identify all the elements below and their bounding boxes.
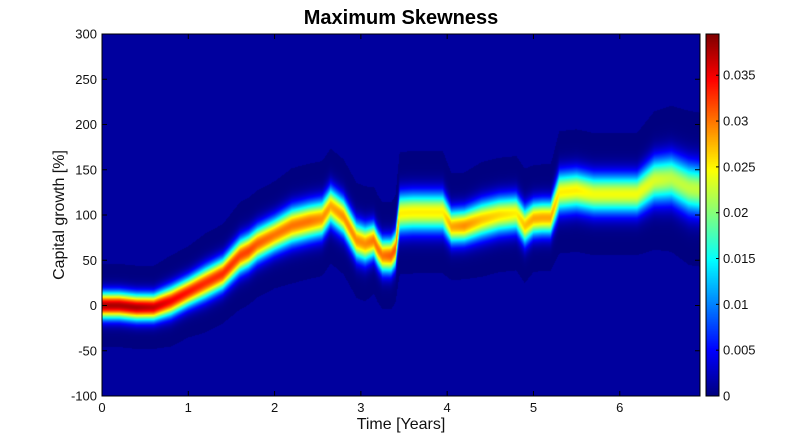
colorbar-tick-label: 0.015 [723, 251, 756, 266]
colorbar-tick-label: 0.035 [723, 68, 756, 83]
x-tick-label: 2 [271, 400, 278, 415]
colorbar-gradient [706, 34, 719, 396]
y-axis-label: Capital growth [%] [51, 150, 68, 280]
y-tick-label: -50 [78, 343, 97, 358]
colorbar-tick-label: 0.03 [723, 114, 748, 129]
x-tick-label: 6 [616, 400, 623, 415]
heatmap-container [102, 34, 700, 396]
y-tick-label: 150 [75, 162, 97, 177]
y-tick-label: 100 [75, 208, 97, 223]
x-axis-label: Time [Years] [357, 416, 446, 433]
plot-area: 0 1 2 3 4 5 6 -100 -50 0 50 100 150 200 250 300 [71, 27, 701, 415]
x-tick-label: 3 [357, 400, 364, 415]
chart-title: Maximum Skewness [304, 7, 499, 29]
colorbar-gradient-container [706, 34, 719, 396]
y-tick-label: -100 [71, 389, 97, 404]
y-tick-label: 200 [75, 117, 97, 132]
x-tick-label: 4 [444, 400, 451, 415]
y-tick-label: 50 [83, 253, 97, 268]
colorbar-tick-label: 0.02 [723, 205, 748, 220]
colorbar-tick-label: 0.025 [723, 159, 756, 174]
colorbar: 0 0.005 0.01 0.015 0.02 0.025 0.03 0.035 [705, 33, 756, 404]
colorbar-tick-label: 0 [723, 389, 730, 404]
y-tick-label: 250 [75, 72, 97, 87]
y-axis-ticks: -100 -50 0 50 100 150 200 250 300 [71, 27, 700, 404]
x-tick-label: 1 [185, 400, 192, 415]
x-tick-label: 5 [530, 400, 537, 415]
y-tick-label: 0 [90, 298, 97, 313]
x-tick-label: 0 [98, 400, 105, 415]
colorbar-ticks: 0 0.005 0.01 0.015 0.02 0.025 0.03 0.035 [716, 68, 756, 404]
colorbar-frame [705, 33, 720, 397]
heatmap-canvas [102, 34, 700, 396]
y-tick-label: 300 [75, 27, 97, 42]
x-axis-ticks: 0 1 2 3 4 5 6 [98, 34, 623, 415]
colorbar-tick-label: 0.005 [723, 343, 756, 358]
colorbar-tick-label: 0.01 [723, 297, 748, 312]
